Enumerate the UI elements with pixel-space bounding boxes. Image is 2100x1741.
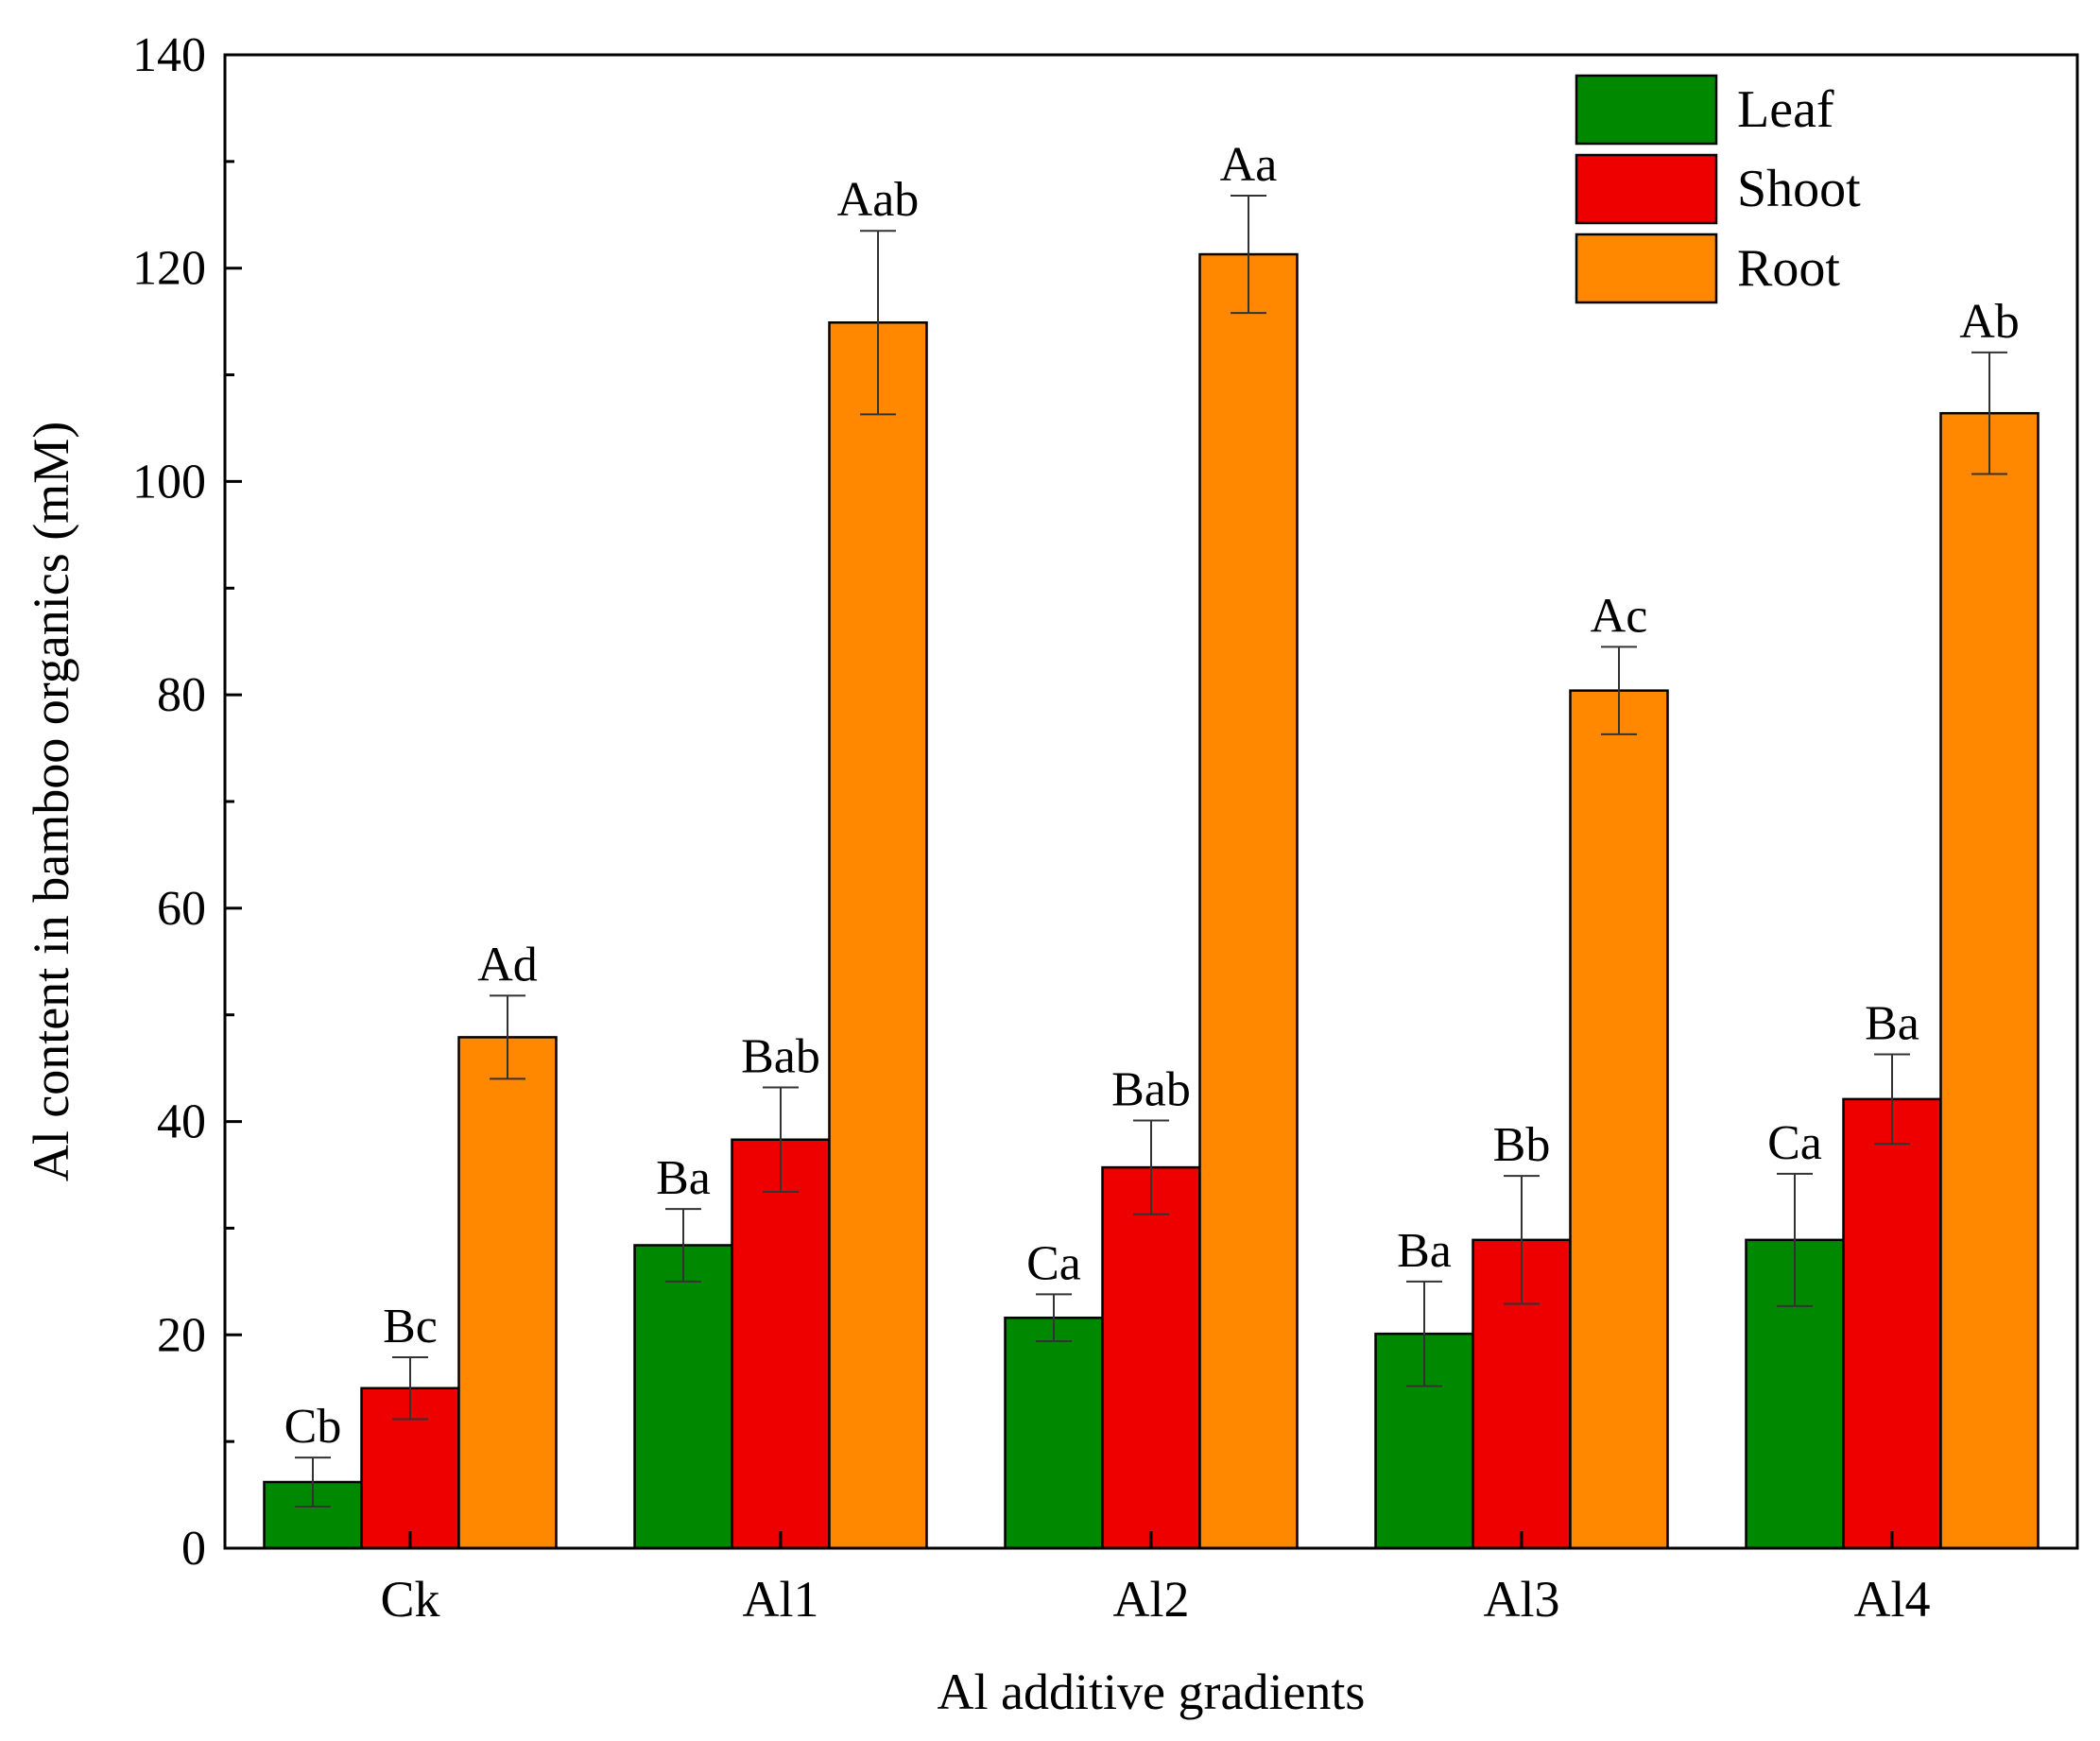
y-tick-label: 100: [132, 455, 206, 509]
x-tick-label: Al1: [743, 1571, 819, 1628]
x-tick-label: Ck: [380, 1571, 439, 1628]
y-tick-label: 140: [132, 28, 206, 82]
legend: Leaf Shoot Root: [1575, 74, 1861, 304]
y-tick-label: 80: [157, 668, 206, 722]
y-tick-label: 20: [157, 1308, 206, 1362]
x-axis-label: Al additive gradients: [938, 1663, 1366, 1720]
legend-label-root: Root: [1737, 239, 1840, 298]
bars-layer: [263, 252, 2040, 1550]
legend-swatch-shoot: [1575, 153, 1718, 225]
significance-label: Ac: [1591, 589, 1648, 643]
significance-label: Bab: [1111, 1062, 1191, 1116]
legend-swatch-leaf: [1575, 74, 1718, 146]
significance-label: Ca: [1767, 1116, 1822, 1170]
x-tick-label: Al3: [1484, 1571, 1560, 1628]
significance-label: Bc: [383, 1300, 438, 1353]
significance-label: Ba: [1865, 996, 1919, 1050]
x-tick-label: Al4: [1854, 1571, 1931, 1628]
bar-shoot-al1: [731, 1138, 831, 1550]
y-axis-label: Al content in bamboo organics (mM): [23, 422, 79, 1181]
y-tick-label: 0: [181, 1522, 206, 1576]
x-tick-label: Al2: [1113, 1571, 1190, 1628]
significance-label: Aa: [1220, 138, 1278, 192]
bar-root-al4: [1939, 411, 2040, 1550]
legend-swatch-root: [1575, 233, 1718, 304]
significance-label: Bb: [1493, 1118, 1551, 1172]
y-axis: 0 20 40 60 80 100 120 140: [132, 28, 242, 1576]
significance-label: Cb: [284, 1400, 342, 1454]
y-tick-label: 120: [132, 242, 206, 296]
significance-label: Bab: [741, 1029, 820, 1083]
error-bars-layer: [295, 194, 2007, 1508]
significance-label: Ca: [1026, 1236, 1081, 1290]
significance-label: Ab: [1959, 295, 2020, 349]
bar-root-al1: [828, 321, 928, 1550]
legend-label-shoot: Shoot: [1737, 160, 1861, 218]
significance-label: Ad: [477, 938, 538, 991]
legend-label-leaf: Leaf: [1737, 80, 1834, 139]
bar-leaf-al1: [633, 1244, 733, 1550]
x-axis: Ck Al1 Al2 Al3 Al4: [380, 1531, 1931, 1628]
bar-root-ck: [457, 1036, 558, 1550]
bar-shoot-al2: [1101, 1165, 1201, 1550]
y-tick-label: 60: [157, 882, 206, 936]
bar-root-al3: [1569, 689, 1669, 1550]
bar-leaf-al2: [1004, 1316, 1104, 1550]
y-tick-label: 40: [157, 1095, 206, 1149]
significance-label: Ba: [656, 1151, 711, 1205]
bar-shoot-al4: [1842, 1097, 1942, 1550]
significance-label: Aab: [837, 173, 920, 227]
significance-label: Ba: [1397, 1224, 1452, 1278]
bar-root-al2: [1198, 252, 1299, 1550]
significance-labels-layer: Cb Bc Ad Ba Bab Aab Ca Bab Aa Ba Bb Ac Ca Ba Ab: [284, 138, 2020, 1454]
